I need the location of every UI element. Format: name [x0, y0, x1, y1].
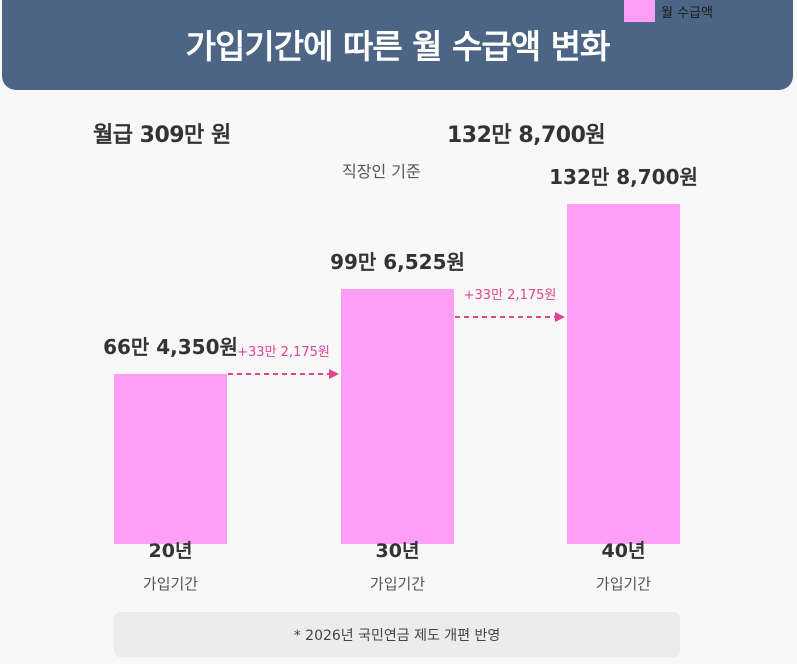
category-sublabel-2: 가입기간 — [370, 575, 425, 593]
difference-label-1: +33만 2,175원 — [237, 345, 330, 360]
basis-label: 직장인 기준 — [342, 162, 421, 181]
header-banner: 가입기간에 따른 월 수급액 변화 — [2, 0, 793, 90]
page-title: 가입기간에 따른 월 수급액 변화 — [185, 27, 611, 66]
legend-label: 월 수급액 — [661, 5, 713, 21]
footnote: * 2026년 국민연금 제도 개편 반영 — [114, 612, 680, 657]
value-label-1: 66만 4,350원 — [103, 335, 238, 359]
difference-label-2: +33만 2,175원 — [464, 288, 557, 303]
bar-3 — [567, 204, 680, 544]
bar-2 — [341, 289, 454, 544]
difference-arrowhead-2 — [555, 312, 565, 322]
category-label-3: 40년 — [602, 540, 646, 562]
value-label-2: 99만 6,525원 — [330, 250, 465, 274]
bar-1 — [114, 374, 227, 544]
difference-arrowhead-1 — [329, 369, 339, 379]
legend: 월 수급액 — [624, 0, 713, 22]
salary-label: 월급 309만 원 — [93, 123, 231, 148]
category-label-2: 30년 — [376, 540, 420, 562]
value-label-3: 132만 8,700원 — [549, 165, 698, 189]
headline-value: 132만 8,700원 — [447, 123, 606, 148]
category-label-1: 20년 — [149, 540, 193, 562]
category-sublabel-1: 가입기간 — [143, 575, 198, 593]
legend-swatch — [624, 0, 655, 22]
category-sublabel-3: 가입기간 — [596, 575, 651, 593]
